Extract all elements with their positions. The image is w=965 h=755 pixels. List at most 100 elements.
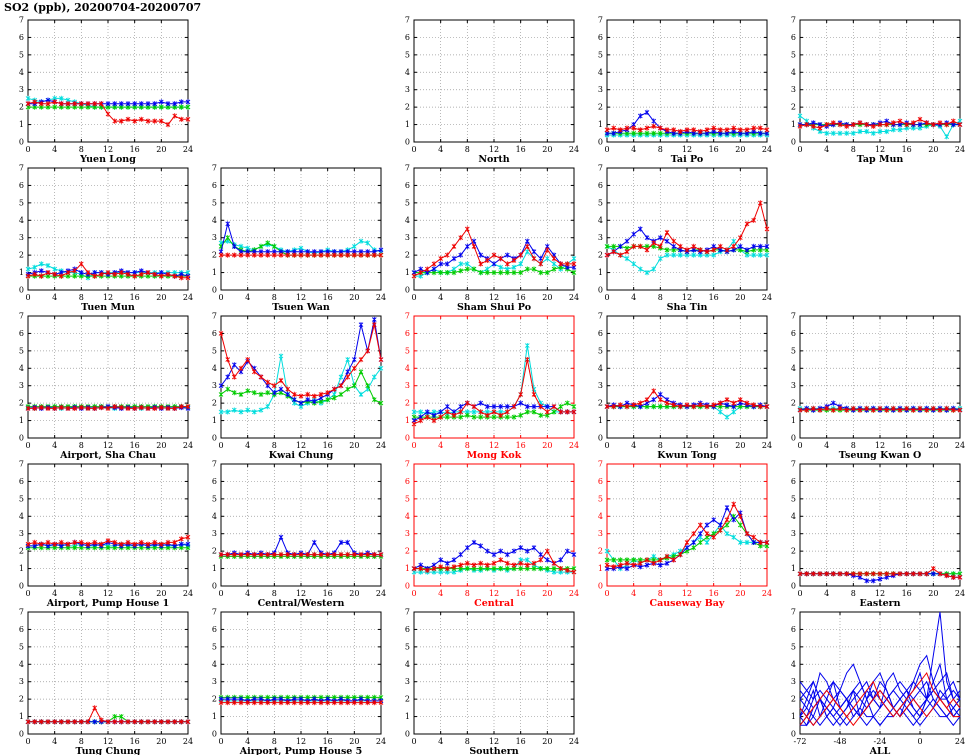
axis-tick-label: 24 [955, 737, 965, 746]
axis-tick-label: 4 [212, 660, 217, 669]
axis-tick-label: 1 [598, 268, 603, 277]
axis-tick-label: 5 [405, 50, 410, 59]
chart-graphic [25, 404, 191, 411]
axis-tick-label: 3 [405, 529, 410, 538]
axis-tick-label: 24 [762, 441, 772, 450]
axis-tick-label: 3 [791, 529, 796, 538]
axis-tick-label: 0 [218, 589, 223, 598]
axis-tick-label: 24 [569, 737, 579, 746]
axis-tick-label: 0 [791, 582, 796, 591]
chart-tsuen-wan: 0 4 8 12 16 20 24 0 1 2 3 4 5 6 7 Tsuen Wan [193, 164, 386, 314]
axis-tick-label: 24 [762, 145, 772, 154]
axis-tick-label: 16 [709, 145, 719, 154]
chart-graphic [25, 534, 191, 547]
axis-tick-label: 7 [19, 312, 24, 321]
axis-tick-label: 0 [411, 293, 416, 302]
axis-tick-label: 16 [130, 145, 140, 154]
axis-tick-label: 2 [598, 103, 603, 112]
chart-airport-pump-house-5: 0 4 8 12 16 20 24 0 1 2 3 4 5 6 7 Airport, Pump House 5 [193, 608, 386, 755]
axis-tick-label: 8 [851, 441, 856, 450]
axis-tick-label: 0 [405, 730, 410, 739]
chart-graphic [604, 501, 770, 570]
axis-tick-label: 0 [218, 293, 223, 302]
chart-title: Sham Shui Po [457, 302, 531, 312]
axis-tick-label: 4 [19, 660, 24, 669]
axis-tick-label: 20 [349, 293, 359, 302]
axis-tick-label: 12 [682, 293, 692, 302]
axis-tick-label: 2 [212, 251, 217, 260]
axis-tick-label: 5 [598, 198, 603, 207]
chart-sha-tin: 0 4 8 12 16 20 24 0 1 2 3 4 5 6 7 Sha Tin [579, 164, 772, 314]
axis-tick-label: 8 [465, 737, 470, 746]
axis-tick-label: 16 [130, 441, 140, 450]
axis-tick-label: 5 [598, 346, 603, 355]
axis-tick-label: 24 [569, 293, 579, 302]
axis-tick-label: 4 [598, 216, 603, 225]
axis-tick-label: 6 [405, 181, 410, 190]
axis-tick-label: 3 [791, 381, 796, 390]
axis-tick-label: 12 [103, 441, 113, 450]
chart-graphic [604, 388, 770, 410]
axis-tick-label: 2 [19, 399, 24, 408]
axis-tick-label: 5 [19, 494, 24, 503]
axis-tick-label: 20 [928, 589, 938, 598]
axis-tick-label: 8 [465, 589, 470, 598]
axis-tick-label: 0 [604, 145, 609, 154]
axis-tick-label: 2 [405, 399, 410, 408]
axis-tick-label: 8 [658, 293, 663, 302]
axis-tick-label: 4 [438, 589, 443, 598]
axis-tick-label: 7 [405, 164, 410, 173]
axis-tick-label: 1 [598, 416, 603, 425]
axis-tick-label: 1 [598, 564, 603, 573]
axis-tick-label: 4 [405, 216, 410, 225]
axis-tick-label: 5 [598, 50, 603, 59]
axis-tick-label: 20 [156, 441, 166, 450]
axis-tick-label: 12 [682, 441, 692, 450]
axis-tick-label: 20 [542, 589, 552, 598]
chart-title: Kwun Tong [657, 450, 717, 460]
axis-tick-label: 3 [598, 381, 603, 390]
axis-tick-label: 0 [218, 441, 223, 450]
axis-tick-label: 16 [709, 441, 719, 450]
axis-tick-label: 7 [212, 608, 217, 617]
axis-tick-label: 2 [212, 695, 217, 704]
chart-tai-po: 0 4 8 12 16 20 24 0 1 2 3 4 5 6 7 Tai Po [579, 16, 772, 166]
axis-tick-label: 4 [405, 68, 410, 77]
axis-tick-label: -48 [834, 737, 847, 746]
axis-tick-label: 20 [542, 737, 552, 746]
axis-tick-label: 12 [296, 441, 306, 450]
axis-tick-label: 8 [465, 145, 470, 154]
axis-tick-label: 6 [405, 329, 410, 338]
axis-tick-label: 4 [791, 512, 796, 521]
axis-tick-label: 4 [52, 441, 57, 450]
axis-tick-label: 5 [19, 346, 24, 355]
axis-tick-label: 3 [598, 85, 603, 94]
axis-tick-label: 5 [791, 642, 796, 651]
axis-tick-label: 6 [405, 477, 410, 486]
axis-tick-label: 0 [797, 589, 802, 598]
axis-tick-label: 16 [516, 441, 526, 450]
chart-tseung-kwan-o: 0 4 8 12 16 20 24 0 1 2 3 4 5 6 7 Tseung Kwan O [772, 312, 965, 462]
axis-tick-label: 0 [598, 138, 603, 147]
axis-tick-label: 6 [791, 625, 796, 634]
chart-all: -72 -48 -24 0 24 0 1 2 3 4 5 6 7 ALL [772, 608, 965, 755]
axis-tick-label: 20 [735, 145, 745, 154]
axis-tick-label: 8 [272, 293, 277, 302]
axis-tick-label: 2 [791, 103, 796, 112]
axis-tick-label: 3 [598, 233, 603, 242]
axis-tick-label: 24 [183, 737, 193, 746]
axis-tick-label: 12 [875, 145, 885, 154]
axis-tick-label: 2 [405, 251, 410, 260]
axis-tick-label: 24 [569, 589, 579, 598]
axis-tick-label: 4 [598, 68, 603, 77]
axis-tick-label: 24 [569, 441, 579, 450]
axis-tick-label: 12 [682, 145, 692, 154]
axis-tick-label: 0 [791, 730, 796, 739]
